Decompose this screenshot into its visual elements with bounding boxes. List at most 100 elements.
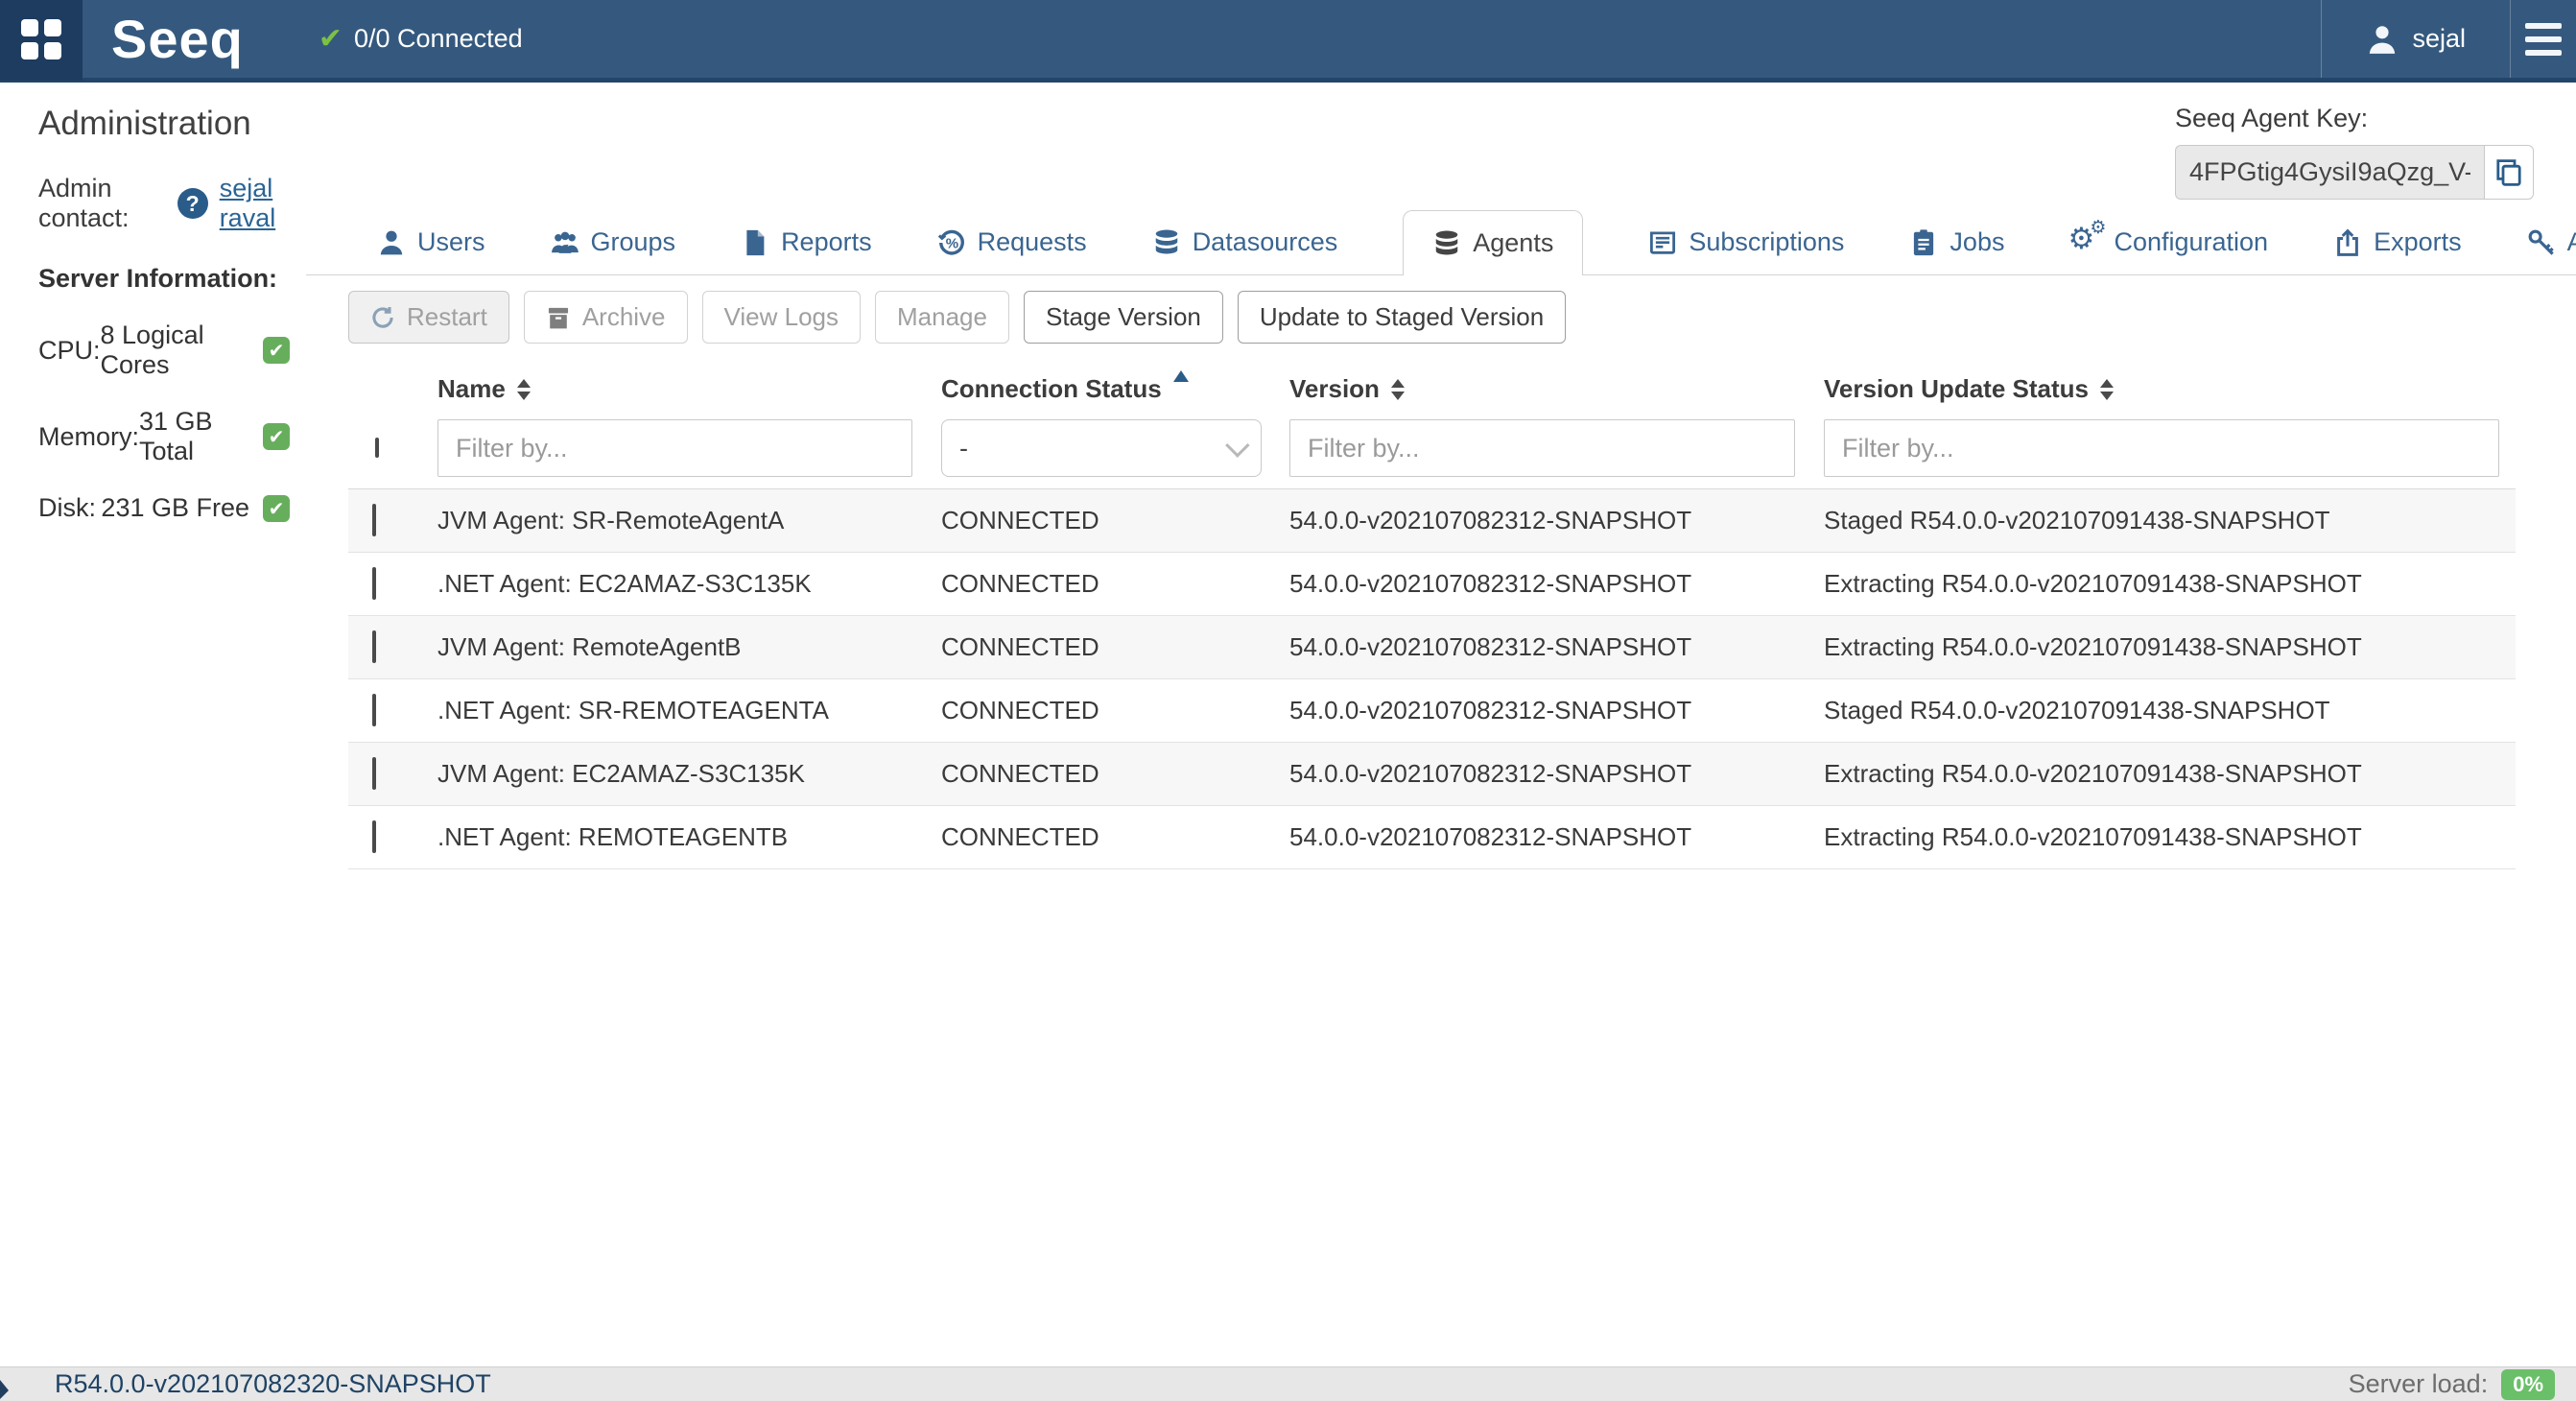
agent-connection-status: CONNECTED <box>941 506 1099 534</box>
agent-update-status: Extracting R54.0.0-v202107091438-SNAPSHO… <box>1824 759 2362 788</box>
disk-label: Disk: <box>38 493 96 522</box>
agent-name: .NET Agent: SR-REMOTEAGENTA <box>437 696 829 724</box>
user-icon <box>2370 25 2396 54</box>
memory-value: 31 GB Total <box>139 407 213 465</box>
agent-version: 54.0.0-v202107082312-SNAPSHOT <box>1289 632 1692 661</box>
tab-exports[interactable]: Exports <box>2333 210 2462 274</box>
table-header-row: Name Connection Status Version Version U… <box>348 370 2516 404</box>
row-checkbox[interactable] <box>372 504 376 536</box>
tab-users[interactable]: Users <box>377 210 485 274</box>
agent-update-status: Extracting R54.0.0-v202107091438-SNAPSHO… <box>1824 569 2362 598</box>
tab-agents[interactable]: Agents <box>1403 210 1584 275</box>
disk-info-row: Disk: 231 GB Free ✔ <box>38 493 290 523</box>
copy-agent-key-button[interactable] <box>2484 145 2534 200</box>
admin-sidebar: Administration Admin contact: ? sejal ra… <box>0 87 306 523</box>
app-grid-icon <box>21 18 61 59</box>
agents-toolbar: Restart Archive View Logs Manage Stage V… <box>348 291 2576 344</box>
agent-update-status: Extracting R54.0.0-v202107091438-SNAPSHO… <box>1824 632 2362 661</box>
agent-update-status: Staged R54.0.0-v202107091438-SNAPSHOT <box>1824 506 2330 534</box>
database-icon <box>1155 229 1177 253</box>
disk-value: 231 GB Free <box>101 493 249 522</box>
green-check-icon: ✔ <box>263 494 290 522</box>
sort-icon <box>2099 378 2114 400</box>
history-percent-icon: % <box>937 229 964 255</box>
sort-icon <box>516 378 531 400</box>
manage-button[interactable]: Manage <box>875 291 1009 344</box>
table-row[interactable]: .NET Agent: REMOTEAGENTB CONNECTED 54.0.… <box>348 806 2516 869</box>
table-row[interactable]: JVM Agent: SR-RemoteAgentA CONNECTED 54.… <box>348 489 2516 553</box>
connected-count-label: 0/0 Connected <box>354 24 523 53</box>
chevron-down-icon <box>1225 433 1250 458</box>
column-header-connection-status[interactable]: Connection Status <box>941 370 1289 404</box>
row-checkbox[interactable] <box>372 757 376 790</box>
tab-datasources[interactable]: Datasources <box>1152 210 1337 274</box>
name-filter-input[interactable] <box>437 419 912 477</box>
cpu-value: 8 Logical Cores <box>100 321 204 379</box>
version-update-status-filter-input[interactable] <box>1824 419 2499 477</box>
column-header-name[interactable]: Name <box>437 374 941 404</box>
user-menu[interactable]: sejal <box>2321 0 2511 78</box>
stage-version-button[interactable]: Stage Version <box>1023 291 1223 344</box>
username-label: sejal <box>2412 24 2466 53</box>
agent-version: 54.0.0-v202107082312-SNAPSHOT <box>1289 569 1692 598</box>
user-icon <box>380 230 403 254</box>
tab-jobs[interactable]: Jobs <box>1909 210 2004 274</box>
green-check-icon: ✔ <box>263 337 290 364</box>
version-filter-input[interactable] <box>1289 419 1795 477</box>
question-circle-icon[interactable]: ? <box>177 188 208 219</box>
gears-icon: ⚙ ⚙ <box>2068 216 2107 256</box>
tab-configuration[interactable]: ⚙ ⚙ Configuration <box>2068 210 2268 274</box>
select-all-checkbox[interactable] <box>375 438 379 458</box>
tab-groups[interactable]: Groups <box>551 210 675 274</box>
newspaper-icon <box>1650 230 1676 254</box>
agent-update-status: Extracting R54.0.0-v202107091438-SNAPSHO… <box>1824 822 2362 851</box>
app-grid-button[interactable] <box>0 0 83 81</box>
tab-reports[interactable]: Reports <box>741 210 872 274</box>
tab-access-keys[interactable]: Access Keys <box>2527 210 2576 274</box>
table-row[interactable]: .NET Agent: SR-REMOTEAGENTA CONNECTED 54… <box>348 679 2516 743</box>
archive-button[interactable]: Archive <box>523 291 688 344</box>
table-filter-row: - <box>348 419 2516 477</box>
table-row[interactable]: JVM Agent: EC2AMAZ-S3C135K CONNECTED 54.… <box>348 743 2516 806</box>
refresh-icon <box>372 306 393 328</box>
admin-contact-link[interactable]: sejal raval <box>219 174 276 232</box>
sort-icon <box>1390 378 1405 400</box>
column-header-version[interactable]: Version <box>1289 374 1824 404</box>
database-icon <box>1436 230 1458 254</box>
hamburger-menu-button[interactable] <box>2511 0 2576 78</box>
agent-key-input[interactable] <box>2175 145 2485 200</box>
row-checkbox[interactable] <box>372 820 376 853</box>
cpu-label: CPU: <box>38 335 101 365</box>
connection-status-filter-select[interactable]: - <box>941 419 1262 477</box>
agent-name: JVM Agent: SR-RemoteAgentA <box>437 506 785 534</box>
agent-name: .NET Agent: REMOTEAGENTB <box>437 822 789 851</box>
clipboard-icon <box>1914 228 1934 255</box>
column-header-version-update-status[interactable]: Version Update Status <box>1824 374 2516 404</box>
export-icon <box>2337 228 2358 256</box>
status-bar: R54.0.0-v202107082320-SNAPSHOT Server lo… <box>0 1366 2576 1401</box>
agent-connection-status: CONNECTED <box>941 696 1099 724</box>
table-row[interactable]: JVM Agent: RemoteAgentB CONNECTED 54.0.0… <box>348 616 2516 679</box>
row-checkbox[interactable] <box>372 567 376 600</box>
seeq-agent-key-section: Seeq Agent Key: <box>2175 104 2534 200</box>
top-navigation-bar: Seeq ✔ 0/0 Connected sejal <box>0 0 2576 83</box>
tab-requests[interactable]: % Requests <box>937 210 1087 274</box>
agent-version: 54.0.0-v202107082312-SNAPSHOT <box>1289 506 1692 534</box>
row-checkbox[interactable] <box>372 630 376 663</box>
svg-text:%: % <box>945 235 957 251</box>
agent-connection-status: CONNECTED <box>941 632 1099 661</box>
view-logs-button[interactable]: View Logs <box>701 291 862 344</box>
update-to-staged-version-button[interactable]: Update to Staged Version <box>1237 291 1567 344</box>
agent-name: .NET Agent: EC2AMAZ-S3C135K <box>437 569 812 598</box>
corner-handle <box>0 1380 9 1399</box>
tab-subscriptions[interactable]: Subscriptions <box>1648 210 1844 274</box>
table-row[interactable]: .NET Agent: EC2AMAZ-S3C135K CONNECTED 54… <box>348 553 2516 616</box>
admin-contact-label: Admin contact: <box>38 174 130 232</box>
restart-button[interactable]: Restart <box>348 291 509 344</box>
agent-connection-status: CONNECTED <box>941 569 1099 598</box>
row-checkbox[interactable] <box>372 694 376 726</box>
agent-connection-status: CONNECTED <box>941 822 1099 851</box>
hamburger-menu-icon <box>2525 22 2562 29</box>
agent-version: 54.0.0-v202107082312-SNAPSHOT <box>1289 696 1692 724</box>
memory-info-row: Memory: 31 GB Total ✔ <box>38 407 290 466</box>
